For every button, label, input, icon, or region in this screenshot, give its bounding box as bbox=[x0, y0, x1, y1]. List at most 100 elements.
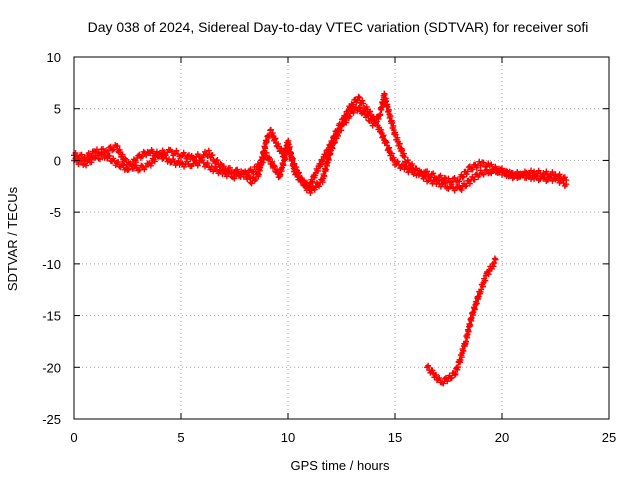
data-point-marker bbox=[476, 158, 483, 165]
data-point-marker bbox=[100, 151, 107, 158]
data-point-marker bbox=[389, 119, 396, 126]
data-point-marker bbox=[335, 132, 342, 139]
data-point-marker bbox=[151, 158, 158, 165]
data-point-marker bbox=[448, 374, 455, 381]
data-point-marker bbox=[404, 157, 411, 164]
data-point-marker bbox=[491, 260, 498, 267]
data-point-marker bbox=[244, 171, 251, 178]
data-point-marker bbox=[426, 174, 433, 181]
data-point-marker bbox=[356, 94, 363, 101]
data-point-marker bbox=[499, 165, 505, 172]
data-point-marker bbox=[480, 159, 487, 166]
data-point-marker bbox=[180, 149, 187, 156]
data-point-marker bbox=[213, 157, 220, 164]
data-point-marker bbox=[75, 161, 82, 168]
data-point-marker bbox=[114, 143, 121, 150]
data-point-marker bbox=[291, 160, 298, 167]
axis-ticks bbox=[73, 56, 610, 420]
data-point-marker bbox=[409, 161, 416, 168]
data-point-marker bbox=[179, 160, 186, 167]
plot-frame bbox=[73, 56, 610, 420]
data-point-marker bbox=[194, 162, 201, 169]
data-point-marker bbox=[129, 160, 136, 167]
y-tick-label: -10 bbox=[42, 257, 61, 272]
data-point-marker bbox=[255, 163, 262, 170]
data-point-marker bbox=[430, 170, 437, 177]
data-point-marker bbox=[373, 119, 380, 126]
y-tick-label: -5 bbox=[49, 205, 61, 220]
data-point-marker bbox=[96, 156, 103, 163]
data-point-marker bbox=[142, 163, 149, 170]
data-point-marker bbox=[282, 155, 289, 162]
data-point-marker bbox=[399, 147, 406, 154]
data-point-marker bbox=[436, 180, 443, 187]
data-point-marker bbox=[277, 171, 284, 178]
data-point-marker bbox=[563, 181, 570, 188]
y-axis-label: SDTVAR / TECUs bbox=[5, 186, 20, 291]
data-point-marker bbox=[248, 180, 255, 187]
data-point-marker bbox=[312, 184, 319, 191]
data-point-marker bbox=[286, 146, 293, 153]
data-point-marker bbox=[338, 127, 345, 134]
data-point-marker bbox=[215, 170, 222, 177]
data-point-marker bbox=[394, 158, 401, 165]
data-point-marker bbox=[360, 100, 367, 107]
data-point-marker bbox=[356, 104, 363, 111]
data-point-marker bbox=[422, 172, 429, 179]
data-point-marker bbox=[447, 375, 454, 382]
data-point-marker bbox=[424, 168, 431, 175]
data-point-marker bbox=[263, 138, 270, 145]
data-point-marker bbox=[440, 179, 447, 186]
data-point-marker bbox=[463, 171, 470, 178]
data-point-marker bbox=[460, 173, 467, 180]
data-point-marker bbox=[319, 158, 326, 165]
data-point-marker bbox=[204, 160, 211, 167]
data-point-marker bbox=[482, 277, 489, 284]
data-point-marker bbox=[110, 146, 117, 153]
data-point-marker bbox=[100, 145, 107, 152]
data-point-marker bbox=[451, 174, 458, 181]
data-point-marker bbox=[259, 159, 266, 166]
data-point-marker bbox=[252, 168, 259, 175]
data-point-marker bbox=[418, 168, 425, 175]
data-point-marker bbox=[350, 109, 357, 116]
data-point-marker bbox=[448, 181, 455, 188]
data-point-marker bbox=[270, 162, 277, 169]
data-point-marker bbox=[381, 91, 388, 98]
data-point-marker bbox=[377, 111, 384, 118]
data-point-marker bbox=[289, 155, 296, 162]
data-point-marker bbox=[269, 158, 276, 165]
data-point-marker bbox=[436, 374, 443, 381]
data-point-marker bbox=[515, 174, 522, 181]
data-point-marker bbox=[504, 168, 511, 175]
data-point-marker bbox=[322, 166, 329, 173]
data-point-marker bbox=[125, 166, 132, 173]
data-point-marker bbox=[490, 263, 497, 270]
y-tick-label: -20 bbox=[42, 360, 61, 375]
data-point-marker bbox=[302, 179, 309, 186]
data-point-marker bbox=[364, 112, 371, 119]
data-point-marker bbox=[88, 159, 95, 166]
data-point-marker bbox=[346, 113, 353, 120]
data-point-marker bbox=[466, 163, 473, 170]
data-point-marker bbox=[433, 371, 440, 378]
data-point-marker bbox=[526, 172, 533, 179]
data-point-marker bbox=[226, 169, 233, 176]
x-tick-label: 0 bbox=[70, 430, 77, 445]
data-point-marker bbox=[212, 164, 219, 171]
data-point-marker bbox=[209, 152, 216, 159]
data-point-marker bbox=[473, 300, 480, 307]
data-point-marker bbox=[463, 182, 470, 189]
data-point-marker bbox=[316, 183, 323, 190]
y-tick-label: 0 bbox=[54, 153, 61, 168]
data-point-marker bbox=[392, 131, 399, 138]
data-point-marker bbox=[331, 139, 338, 146]
data-point-marker bbox=[205, 147, 212, 154]
data-point-marker bbox=[231, 175, 238, 182]
data-point-marker bbox=[444, 378, 451, 385]
data-point-marker bbox=[319, 157, 326, 164]
x-tick-label: 5 bbox=[177, 430, 184, 445]
data-point-marker bbox=[237, 173, 244, 180]
y-tick-label: 5 bbox=[54, 102, 61, 117]
